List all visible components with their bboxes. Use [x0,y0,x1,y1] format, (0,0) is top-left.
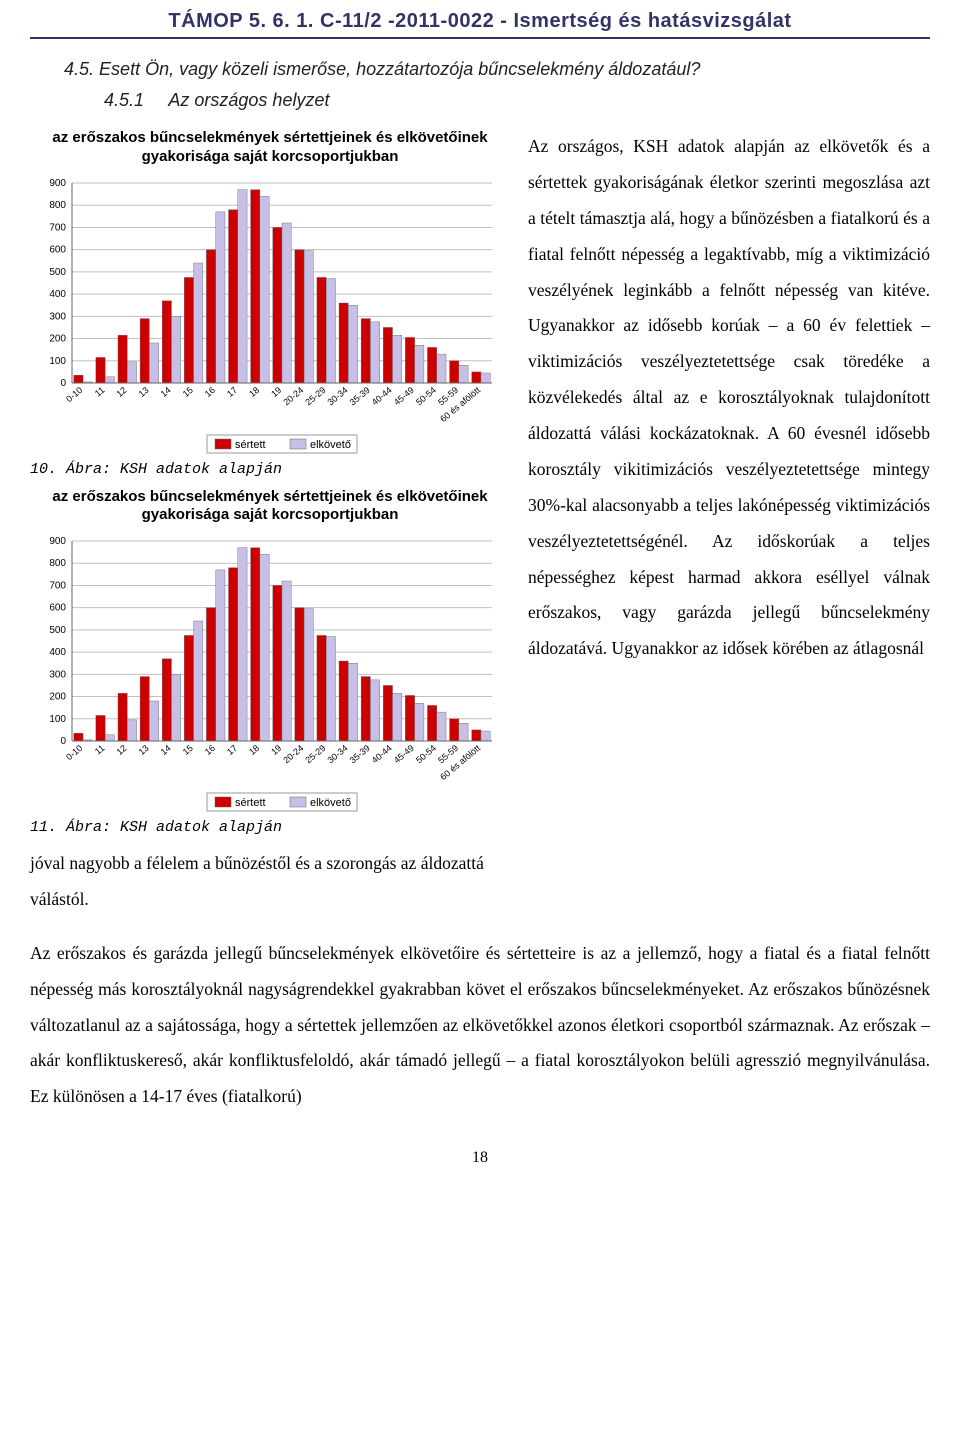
svg-text:0: 0 [60,736,66,747]
svg-text:200: 200 [49,692,66,703]
svg-text:700: 700 [49,222,66,233]
right-body-text: Az országos, KSH adatok alapján az elköv… [528,129,930,667]
svg-text:400: 400 [49,289,66,300]
subsection-heading: 4.5.1 Az országos helyzet [104,90,930,111]
svg-text:100: 100 [49,714,66,725]
bottom-paragraph: Az erőszakos és garázda jellegű bűncsele… [30,936,930,1115]
svg-text:200: 200 [49,333,66,344]
svg-text:sértett: sértett [235,797,266,809]
svg-text:400: 400 [49,647,66,658]
svg-text:300: 300 [49,311,66,322]
chart-2-plot: 01002003004005006007008009000-1011121314… [30,533,500,813]
svg-text:elkövető: elkövető [310,439,351,451]
svg-text:500: 500 [49,266,66,277]
section-question: 4.5. Esett Ön, vagy közeli ismerőse, hoz… [64,59,930,80]
chart-1: az erőszakos bűncselekmények sértettjein… [30,129,510,455]
section-question-text: Esett Ön, vagy közeli ismerőse, hozzátar… [99,59,700,79]
svg-text:900: 900 [49,178,66,189]
page-number: 18 [30,1149,930,1167]
page-header-title: TÁMOP 5. 6. 1. C-11/2 -2011-0022 - Ismer… [30,0,930,39]
chart-2: az erőszakos bűncselekmények sértettjein… [30,488,510,814]
svg-text:600: 600 [49,603,66,614]
svg-text:elkövető: elkövető [310,797,351,809]
svg-text:300: 300 [49,669,66,680]
chart-1-caption: 10. Ábra: KSH adatok alapján [30,461,510,478]
after-charts-line: jóval nagyobb a félelem a bűnözéstől és … [30,846,510,918]
svg-text:sértett: sértett [235,439,266,451]
section-number: 4.5. [64,59,94,79]
svg-text:800: 800 [49,200,66,211]
svg-text:0: 0 [60,378,66,389]
charts-column: az erőszakos bűncselekmények sértettjein… [30,129,510,918]
chart-1-title: az erőszakos bűncselekmények sértettjein… [30,129,510,167]
svg-text:800: 800 [49,558,66,569]
chart-2-title: az erőszakos bűncselekmények sértettjein… [30,488,510,526]
svg-text:500: 500 [49,625,66,636]
chart-1-plot: 01002003004005006007008009000-1011121314… [30,175,500,455]
svg-text:700: 700 [49,580,66,591]
subsection-number: 4.5.1 [104,90,144,110]
svg-text:100: 100 [49,355,66,366]
svg-text:900: 900 [49,536,66,547]
chart-2-caption: 11. Ábra: KSH adatok alapján [30,819,510,836]
subsection-title: Az országos helyzet [168,90,329,110]
svg-text:600: 600 [49,244,66,255]
